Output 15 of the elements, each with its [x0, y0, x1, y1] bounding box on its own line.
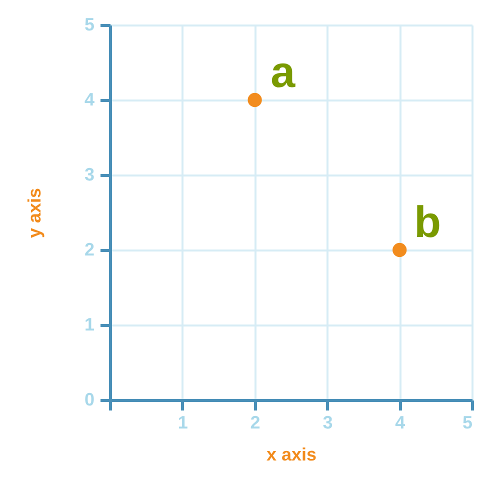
x-axis-title: x axis — [266, 444, 317, 464]
y-axis-title: y axis — [24, 188, 44, 238]
y-tick-label: 3 — [84, 164, 94, 184]
y-tick-label: 4 — [84, 90, 94, 110]
x-tick-label: 3 — [322, 412, 333, 432]
y-tick-label: 5 — [84, 14, 94, 34]
x-tick-label: 4 — [395, 412, 406, 432]
x-tick-label: 2 — [250, 412, 260, 432]
x-tick-label: 5 — [462, 412, 472, 432]
y-tick-label: 2 — [84, 240, 94, 260]
y-tick-label: 0 — [84, 390, 94, 410]
annotation: a — [270, 48, 296, 97]
annotation: b — [414, 198, 442, 247]
x-tick-label: 1 — [178, 412, 188, 432]
y-tick-label: 1 — [84, 314, 94, 334]
